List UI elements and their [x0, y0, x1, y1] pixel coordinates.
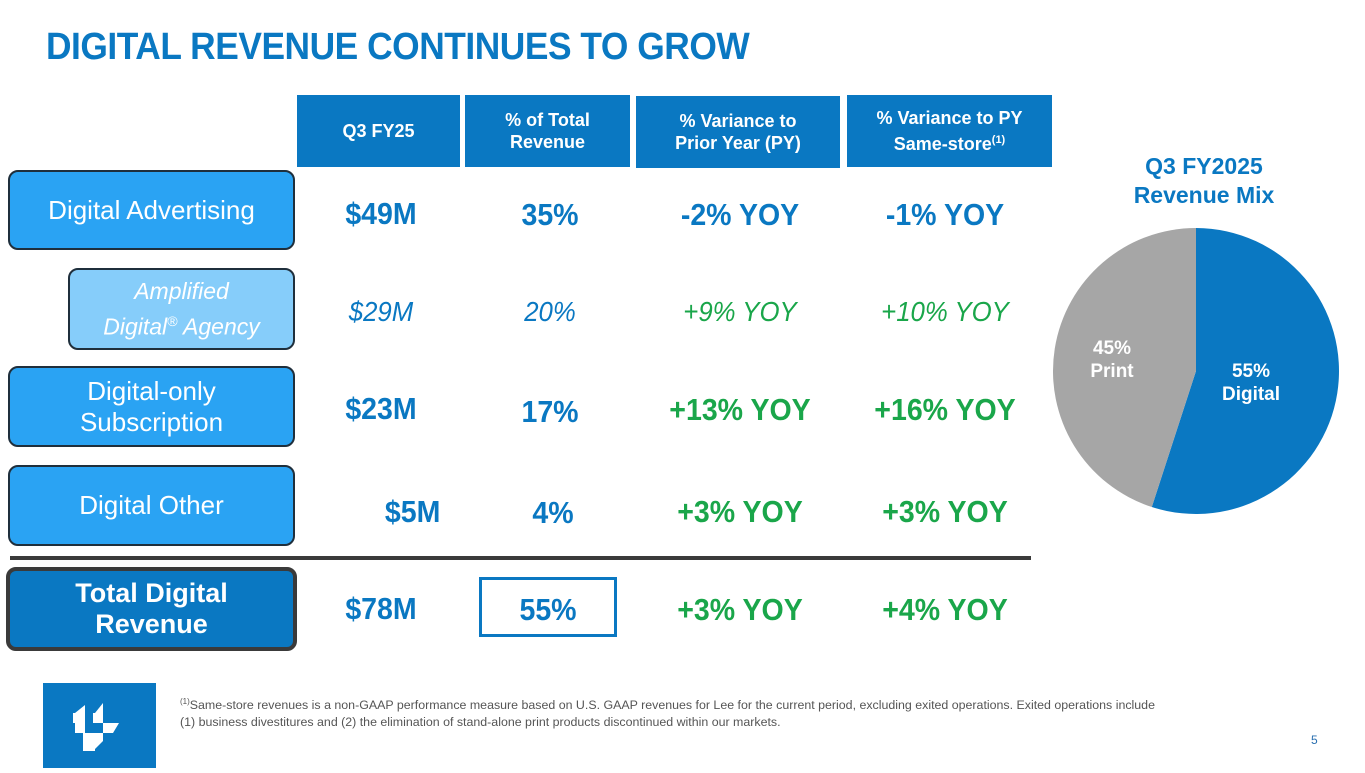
total-divider-line — [10, 556, 1031, 560]
row-label-text: Agency — [177, 313, 260, 340]
variance-same-store-value: +3% YOY — [882, 494, 1008, 529]
column-header-label: % of Total — [505, 110, 590, 130]
column-header-label: % Variance to PY — [876, 108, 1023, 128]
variance-same-store-value: +16% YOY — [874, 392, 1016, 427]
column-header-variance-py: % Variance to Prior Year (PY) — [636, 96, 840, 168]
pct-total-value: 20% — [524, 296, 576, 327]
revenue-value: $29M — [348, 296, 414, 327]
variance-py-value: +13% YOY — [669, 392, 811, 427]
footnote-marker: (1) — [180, 697, 190, 706]
pie-label-name: Digital — [1221, 384, 1281, 405]
revenue-value: $49M — [345, 196, 417, 231]
pie-title-line: Revenue Mix — [1133, 182, 1275, 208]
column-header-label: Same-store — [893, 134, 992, 154]
row-label-amplified-digital-agency: Amplified Digital® Agency — [68, 268, 295, 350]
pie-label-pct: 45% — [1092, 338, 1132, 359]
highlight-box — [479, 577, 617, 637]
revenue-value: $5M — [384, 494, 441, 529]
pie-title-line: Q3 FY2025 — [1145, 153, 1263, 179]
column-header-variance-same-store: % Variance to PY Same-store(1) — [847, 95, 1052, 167]
variance-py-value: +9% YOY — [683, 296, 797, 327]
row-label-text: Total Digital — [75, 578, 228, 608]
pie-slice-digital — [1151, 228, 1339, 514]
logo-icon — [73, 703, 119, 751]
registered-mark: ® — [167, 313, 178, 330]
pie-label-print: 45% Print — [1067, 337, 1157, 383]
variance-py-value: +3% YOY — [677, 592, 803, 627]
row-label-text: Digital Other — [79, 490, 224, 520]
column-header-label: Prior Year (PY) — [675, 133, 801, 153]
pie-label-name: Print — [1090, 361, 1134, 382]
variance-py-value: +3% YOY — [677, 494, 803, 529]
pct-total-value: 55% — [519, 592, 577, 627]
pie-label-digital: 55% Digital — [1201, 360, 1301, 406]
variance-same-store-value: +10% YOY — [881, 296, 1009, 327]
column-header-label: % Variance to — [679, 111, 797, 131]
revenue-value: $23M — [345, 391, 417, 426]
row-label-text: Revenue — [95, 609, 208, 639]
column-header-pct-total: % of Total Revenue — [465, 95, 630, 167]
variance-same-store-value: -1% YOY — [885, 197, 1005, 232]
revenue-value: $78M — [345, 591, 417, 626]
row-label-text: Digital — [103, 313, 168, 340]
row-label-digital-advertising: Digital Advertising — [8, 170, 295, 250]
row-label-digital-only-subscription: Digital-only Subscription — [8, 366, 295, 447]
company-logo — [43, 683, 156, 768]
pie-svg — [1053, 228, 1339, 514]
page-number: 5 — [1311, 733, 1318, 747]
footnote: (1)Same-store revenues is a non-GAAP per… — [180, 693, 1250, 731]
footnote-marker: (1) — [991, 134, 1006, 146]
pie-label-pct: 55% — [1231, 361, 1271, 382]
row-label-digital-other: Digital Other — [8, 465, 295, 546]
column-header-label: Q3 FY25 — [342, 121, 415, 141]
column-header-q3-fy25: Q3 FY25 — [297, 95, 460, 167]
row-label-text: Amplified — [134, 278, 229, 305]
page-title: DIGITAL REVENUE CONTINUES TO GROW — [46, 26, 750, 68]
pie-slice-print — [1053, 228, 1196, 508]
row-label-text: Digital-only — [87, 375, 216, 406]
pct-total-value: 4% — [532, 495, 574, 530]
pct-total-value: 17% — [521, 394, 579, 429]
pie-chart-title: Q3 FY2025 Revenue Mix — [1080, 152, 1328, 210]
footnote-line: (1) business divestitures and (2) the el… — [180, 715, 781, 730]
revenue-mix-pie-chart: 55% Digital 45% Print — [1053, 228, 1339, 514]
pct-total-value: 35% — [521, 197, 579, 232]
row-label-text: Digital Advertising — [48, 194, 255, 225]
footnote-line: Same-store revenues is a non-GAAP perfor… — [189, 698, 1155, 713]
column-header-label: Revenue — [509, 132, 586, 152]
variance-same-store-value: +4% YOY — [882, 592, 1008, 627]
row-label-text: Subscription — [79, 406, 224, 437]
variance-py-value: -2% YOY — [680, 197, 800, 232]
row-label-total-digital-revenue: Total Digital Revenue — [6, 567, 297, 651]
